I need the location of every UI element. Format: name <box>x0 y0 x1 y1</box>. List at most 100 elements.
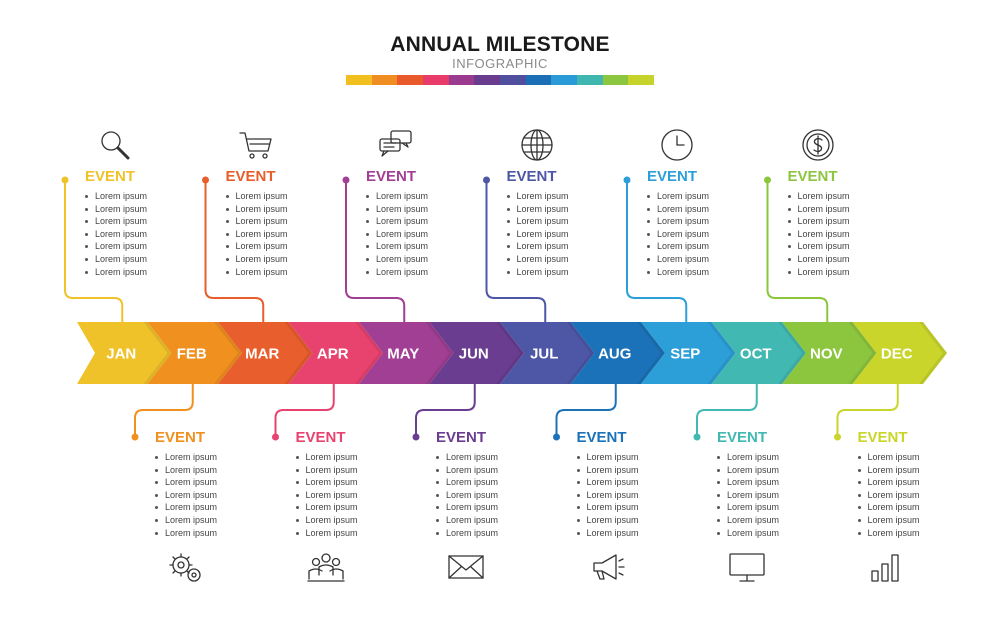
month-arrow-oct: OCT <box>711 322 806 384</box>
globe-icon <box>520 129 553 161</box>
month-arrow-jun: JUN <box>429 322 524 384</box>
event-items: Lorem ipsum Lorem ipsum Lorem ipsum Lorem i… <box>366 190 476 278</box>
event-item: Lorem ipsum <box>85 240 195 253</box>
event-item: Lorem ipsum <box>225 253 336 266</box>
event-item: Lorem ipsum <box>506 228 617 241</box>
event-title: EVENT <box>506 168 557 185</box>
event-item: Lorem ipsum <box>787 215 898 228</box>
event-item: Lorem ipsum <box>225 203 336 216</box>
event-item: Lorem ipsum <box>295 527 406 540</box>
event-item: Lorem ipsum <box>647 190 757 203</box>
clock-icon <box>661 129 693 161</box>
color-strip-segment <box>346 75 372 85</box>
connector-dot <box>834 433 841 441</box>
event-items: Lorem ipsum Lorem ipsum Lorem ipsum Lorem i… <box>295 451 406 540</box>
team-icon <box>306 553 345 582</box>
month-arrow-sep: SEP <box>641 322 736 384</box>
event-block-jul: EVENT Lorem ipsum Lorem ipsum Lorem ipsum Lo… <box>487 167 617 278</box>
event-item: Lorem ipsum <box>857 527 968 540</box>
event-block-mar: EVENT Lorem ipsum Lorem ipsum Lorem ipsum Lo… <box>206 167 336 278</box>
event-item: Lorem ipsum <box>85 228 195 241</box>
event-item: Lorem ipsum <box>436 489 546 502</box>
event-item: Lorem ipsum <box>155 476 265 489</box>
connector-dot <box>483 176 490 184</box>
event-items: Lorem ipsum Lorem ipsum Lorem ipsum Lorem i… <box>576 451 687 539</box>
event-items: Lorem ipsum Lorem ipsum Lorem ipsum Lorem i… <box>717 451 827 539</box>
month-arrow-nov: NOV <box>782 322 877 384</box>
month-label: APR <box>317 346 349 363</box>
connector-line <box>415 384 476 437</box>
event-item: Lorem ipsum <box>857 451 968 464</box>
event-item: Lorem ipsum <box>225 215 336 228</box>
event-item: Lorem ipsum <box>787 253 898 266</box>
event-item: Lorem ipsum <box>155 489 265 502</box>
event-item: Lorem ipsum <box>506 203 617 216</box>
event-item: Lorem ipsum <box>857 464 968 477</box>
event-item: Lorem ipsum <box>85 190 195 203</box>
month-label: JAN <box>106 346 136 363</box>
event-item: Lorem ipsum <box>857 476 968 489</box>
event-item: Lorem ipsum <box>647 203 757 216</box>
color-strip <box>346 75 655 85</box>
color-strip-segment <box>423 75 449 85</box>
event-title: EVENT <box>225 168 276 185</box>
event-items: Lorem ipsum Lorem ipsum Lorem ipsum Lorem i… <box>647 190 757 278</box>
connector-lines <box>61 176 899 441</box>
month-label: JUN <box>459 346 489 363</box>
month-arrow-may: MAY <box>359 322 454 384</box>
connector-line <box>204 180 265 322</box>
month-arrow-shape <box>359 322 454 384</box>
month-label: MAR <box>245 346 279 363</box>
event-item: Lorem ipsum <box>717 476 827 489</box>
month-arrow-shape <box>500 322 595 384</box>
event-item: Lorem ipsum <box>366 215 476 228</box>
event-item: Lorem ipsum <box>366 203 476 216</box>
color-strip-segment <box>577 75 603 85</box>
monitor-icon <box>729 553 765 582</box>
month-arrow-shape <box>641 322 736 384</box>
event-item: Lorem ipsum <box>576 476 687 489</box>
event-title: EVENT <box>436 429 487 446</box>
event-block-feb: EVENT Lorem ipsum Lorem ipsum Lorem ipsum Lo… <box>135 428 265 539</box>
month-arrow-shape <box>711 322 806 384</box>
event-title: EVENT <box>647 168 698 185</box>
connector-line <box>836 384 899 437</box>
event-item: Lorem ipsum <box>436 476 546 489</box>
event-item: Lorem ipsum <box>436 464 546 477</box>
event-item: Lorem ipsum <box>436 451 546 464</box>
event-item: Lorem ipsum <box>366 266 476 279</box>
event-item: Lorem ipsum <box>717 527 827 540</box>
event-item: Lorem ipsum <box>506 240 617 253</box>
event-item: Lorem ipsum <box>366 253 476 266</box>
event-item: Lorem ipsum <box>85 215 195 228</box>
event-item: Lorem ipsum <box>787 203 898 216</box>
connector-dot <box>553 433 560 441</box>
bar-chart-icon <box>870 554 899 582</box>
event-item: Lorem ipsum <box>225 240 336 253</box>
month-arrow-jan: JAN <box>77 322 172 384</box>
month-label: MAY <box>387 346 419 363</box>
event-item: Lorem ipsum <box>647 253 757 266</box>
connector-dot <box>623 176 631 184</box>
event-item: Lorem ipsum <box>717 464 827 477</box>
month-arrow-feb: FEB <box>147 322 242 384</box>
event-item: Lorem ipsum <box>647 266 757 279</box>
month-arrow-shape <box>147 322 242 384</box>
event-item: Lorem ipsum <box>155 451 265 464</box>
month-label: SEP <box>670 346 700 363</box>
event-title: EVENT <box>295 429 346 446</box>
dollar-coin-icon <box>801 129 834 161</box>
event-items: Lorem ipsum Lorem ipsum Lorem ipsum Lorem i… <box>155 451 265 539</box>
event-block-apr: EVENT Lorem ipsum Lorem ipsum Lorem ipsum Lo… <box>276 428 406 539</box>
color-strip-segment <box>448 75 475 85</box>
color-strip-segment <box>628 75 655 85</box>
event-item: Lorem ipsum <box>295 476 406 489</box>
month-label: DEC <box>881 346 913 363</box>
month-arrow-apr: APR <box>288 322 383 384</box>
event-item: Lorem ipsum <box>576 514 687 527</box>
event-items: Lorem ipsum Lorem ipsum Lorem ipsum Lorem i… <box>506 190 617 278</box>
color-strip-segment <box>474 75 501 85</box>
event-item: Lorem ipsum <box>506 190 617 203</box>
event-item: Lorem ipsum <box>436 501 546 514</box>
